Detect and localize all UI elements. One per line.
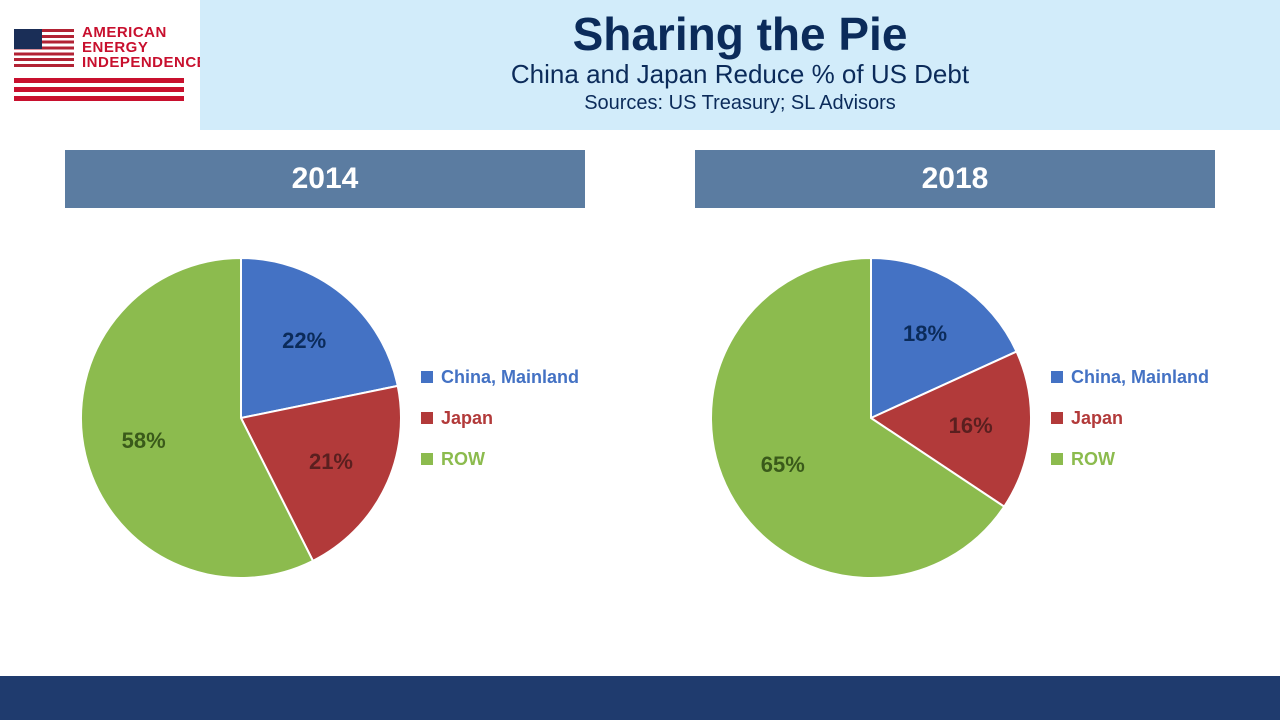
pie-label-row: 58%: [122, 428, 166, 454]
page-title: Sharing the Pie: [573, 11, 908, 57]
chart-2014: 2014 22% 21% 58% China, Mainland Japan ROW: [35, 150, 615, 588]
logo-line1: AMERICAN: [82, 25, 207, 40]
pie-label-row: 65%: [761, 452, 805, 478]
legend-item-china: China, Mainland: [421, 367, 579, 388]
pie-chart-2014: 22% 21% 58%: [71, 248, 411, 588]
pie-label-china: 22%: [282, 328, 326, 354]
legend-item-row: ROW: [421, 449, 579, 470]
legend-item-row: ROW: [1051, 449, 1209, 470]
pie-row-2018: 18% 16% 65% China, Mainland Japan ROW: [665, 248, 1245, 588]
logo: AMERICAN ENERGY INDEPENDENCE: [0, 0, 200, 130]
legend-label-china: China, Mainland: [1071, 367, 1209, 388]
pie-chart-2018: 18% 16% 65%: [701, 248, 1041, 588]
us-flag-icon: [14, 29, 74, 67]
legend-2014: China, Mainland Japan ROW: [421, 367, 579, 470]
legend-swatch-row: [1051, 453, 1063, 465]
year-banner-2014: 2014: [65, 150, 585, 208]
legend-label-japan: Japan: [441, 408, 493, 429]
legend-2018: China, Mainland Japan ROW: [1051, 367, 1209, 470]
year-banner-2018: 2018: [695, 150, 1215, 208]
legend-label-row: ROW: [441, 449, 485, 470]
page-subtitle: China and Japan Reduce % of US Debt: [511, 59, 969, 90]
legend-label-row: ROW: [1071, 449, 1115, 470]
legend-swatch-japan: [421, 412, 433, 424]
logo-rules: [14, 78, 184, 105]
legend-swatch-row: [421, 453, 433, 465]
logo-line3: INDEPENDENCE: [82, 55, 207, 70]
pie-label-japan: 21%: [309, 449, 353, 475]
pie-label-china: 18%: [903, 321, 947, 347]
page-sources: Sources: US Treasury; SL Advisors: [584, 92, 896, 115]
logo-text: AMERICAN ENERGY INDEPENDENCE: [82, 25, 207, 70]
legend-swatch-china: [1051, 371, 1063, 383]
header-band: AMERICAN ENERGY INDEPENDENCE Sharing the…: [0, 0, 1280, 130]
title-box: Sharing the Pie China and Japan Reduce %…: [200, 0, 1280, 130]
footer-band: [0, 676, 1280, 720]
legend-item-japan: Japan: [421, 408, 579, 429]
pie-svg: [71, 248, 411, 588]
legend-item-japan: Japan: [1051, 408, 1209, 429]
pie-row-2014: 22% 21% 58% China, Mainland Japan ROW: [35, 248, 615, 588]
legend-item-china: China, Mainland: [1051, 367, 1209, 388]
pie-label-japan: 16%: [949, 413, 993, 439]
legend-swatch-china: [421, 371, 433, 383]
charts-area: 2014 22% 21% 58% China, Mainland Japan ROW…: [0, 130, 1280, 588]
legend-swatch-japan: [1051, 412, 1063, 424]
legend-label-china: China, Mainland: [441, 367, 579, 388]
logo-top: AMERICAN ENERGY INDEPENDENCE: [14, 25, 190, 70]
logo-line2: ENERGY: [82, 40, 207, 55]
legend-label-japan: Japan: [1071, 408, 1123, 429]
chart-2018: 2018 18% 16% 65% China, Mainland Japan ROW: [665, 150, 1245, 588]
